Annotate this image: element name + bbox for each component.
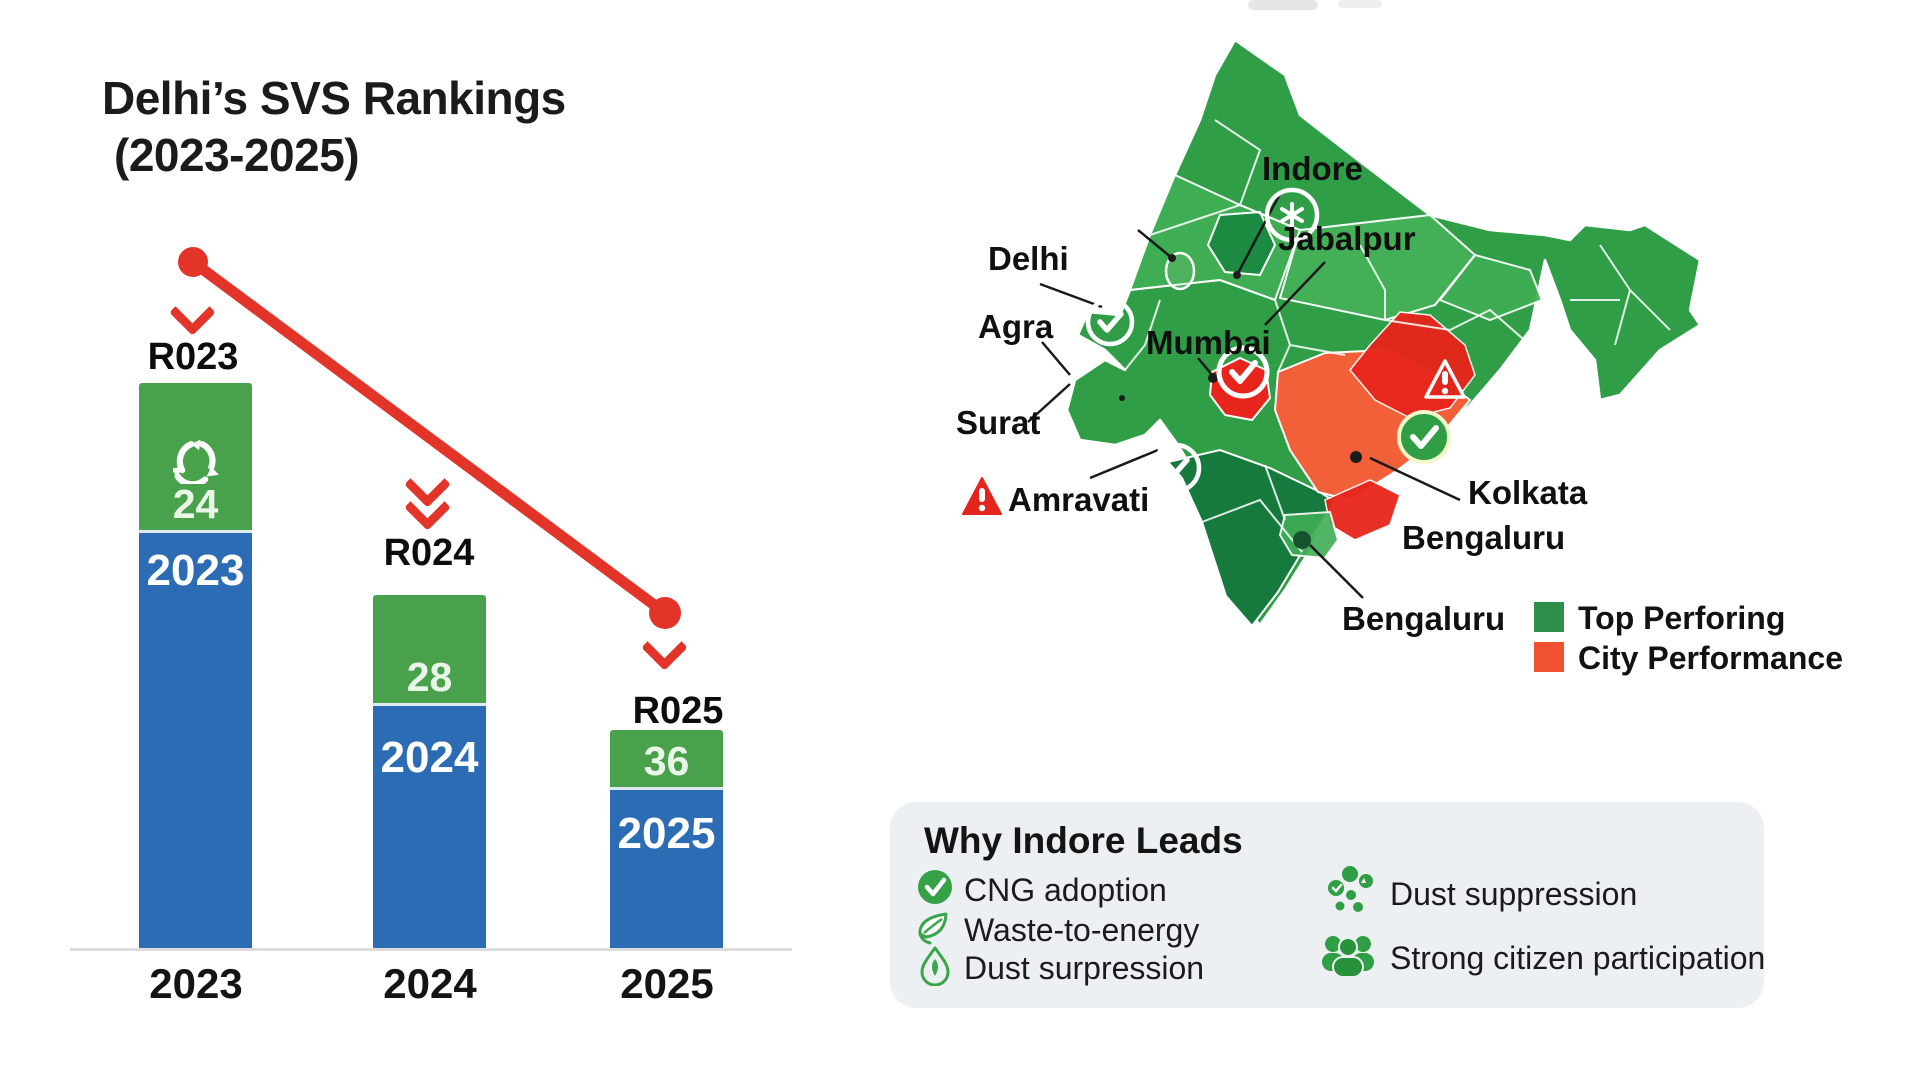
axis-label: 2025 [620, 960, 714, 1007]
rank-label: R025 [632, 690, 724, 732]
legend-label-city-performance: City Performance [1578, 640, 1843, 676]
x-axis-line [70, 948, 792, 951]
leader-lines [1027, 189, 1461, 599]
india-map [962, 38, 1702, 628]
badge-icon [1264, 187, 1320, 243]
trend-start-dot [178, 247, 208, 277]
state-borders [1124, 119, 1671, 553]
panel-item-label: Dust suppression [1390, 876, 1638, 912]
rank-label: R024 [383, 532, 475, 574]
city-label-jabalpur: Jabalpur [1278, 220, 1416, 257]
city-label-bengaluru-east: Bengaluru [1402, 519, 1566, 556]
axis-label: 2024 [383, 960, 477, 1007]
alert-triangle-icon [1424, 359, 1466, 399]
city-label-kolkata: Kolkata [1468, 474, 1588, 511]
city-label-bengaluru-south: Bengaluru [1342, 600, 1506, 637]
trend-end-dot [649, 597, 681, 629]
legend-label-top-performing: Top Perforing [1578, 600, 1786, 636]
bar-year-label: 2025 [617, 809, 716, 858]
bar-2025-green-segment: 36 [610, 730, 723, 787]
rank-label: R023 [147, 336, 239, 378]
bar-year-label: 2024 [380, 733, 479, 782]
panel-item-label: Strong citizen participation [1390, 940, 1766, 976]
check-circle-icon [1085, 297, 1135, 347]
leaf-icon [918, 912, 948, 945]
bar-value: 28 [406, 654, 453, 700]
leaf-droplet-icon [920, 946, 950, 986]
image-artifact [1338, 0, 1382, 8]
recycle-icon [172, 439, 219, 484]
alert-triangle-icon [962, 477, 1002, 515]
city-label-amravati: Amravati [1008, 481, 1150, 518]
city-label-agra: Agra [978, 308, 1054, 345]
bar-value: 36 [643, 738, 690, 784]
city-label-delhi: Delhi [988, 240, 1069, 277]
legend-swatch-green [1534, 602, 1564, 632]
bar-value: 24 [172, 481, 219, 527]
chart-title-line2: (2023-2025) [114, 129, 360, 181]
city-label-indore: Indore [1262, 150, 1363, 187]
bar-2023-blue-segment: 2023 [139, 530, 252, 951]
legend-swatch-orange [1534, 642, 1564, 672]
state-patch-red-central [1208, 356, 1272, 422]
trend-line-segment [187, 256, 671, 619]
state-patch-mp-dark [1206, 210, 1277, 277]
city-dots [1119, 254, 1362, 463]
delhi-region-blob [1164, 251, 1196, 291]
trend-line [178, 247, 681, 629]
chart-title-line1: Delhi’s SVS Rankings [102, 72, 566, 124]
check-circle-icon [1397, 410, 1451, 464]
bar-2024-blue-segment: 2024 [373, 703, 486, 951]
map-check-icons [1070, 195, 1451, 494]
dust-dots-icon [1328, 866, 1373, 912]
city-label-mumbai: Mumbai [1146, 324, 1271, 361]
axis-label: 2023 [149, 960, 243, 1007]
why-indore-leads-panel: Why Indore Leads CNG adoption Waste-to-e… [890, 802, 1766, 1008]
check-circle-icon [918, 870, 952, 904]
bar-year-label: 2023 [146, 546, 245, 595]
bar-2023-green-segment: 24 [139, 383, 252, 530]
bar-2025-blue-segment: 2025 [610, 787, 723, 951]
check-circle-icon [1216, 345, 1270, 399]
bar-2024-green-segment: 28 [373, 595, 486, 703]
city-label-surat: Surat [956, 404, 1041, 441]
check-circle-icon [1150, 442, 1202, 494]
chart-title: Delhi’s SVS Rankings (2023-2025) [102, 70, 566, 184]
panel-item-label: CNG adoption [964, 872, 1167, 908]
panel-title: Why Indore Leads [924, 820, 1243, 861]
check-circle-icon [1070, 195, 1120, 245]
state-patch-south-dark [1166, 448, 1337, 628]
bengaluru-dot [1293, 531, 1311, 549]
panel-item-label: Waste-to-energy [964, 912, 1200, 948]
people-group-icon [1322, 936, 1374, 978]
image-artifact [1248, 0, 1318, 10]
panel-item-label: Dust surpression [964, 950, 1205, 986]
